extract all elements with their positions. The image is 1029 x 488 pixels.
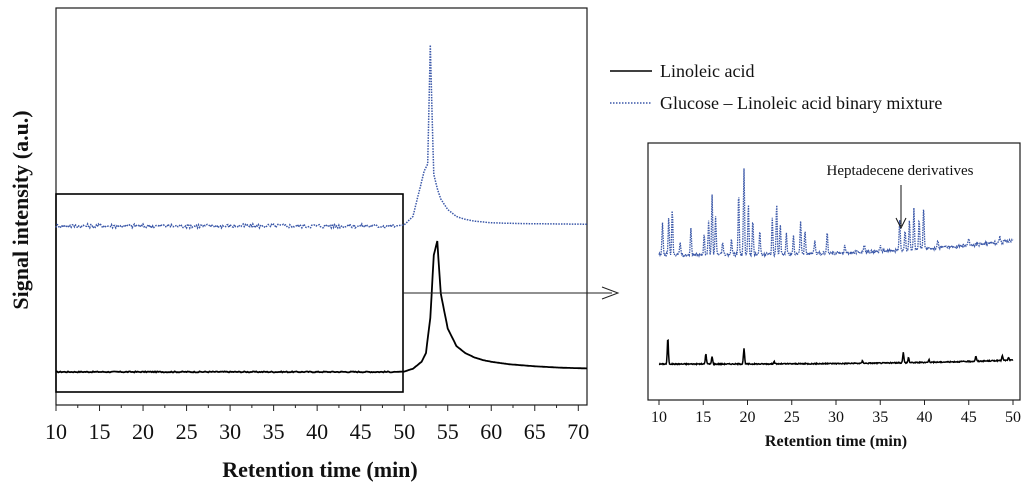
- main-x-tick-label: 65: [524, 419, 546, 444]
- zoom-window-box: [55, 193, 404, 393]
- inset-x-tick-label: 35: [872, 409, 888, 426]
- main-plot-frame: [55, 7, 588, 406]
- annotation-arrow-head: [895, 217, 907, 230]
- inset-x-tick-label: 25: [784, 409, 800, 426]
- inset-series-linoleic: [658, 339, 1014, 367]
- annotation-heptadecene: Heptadecene derivatives: [826, 163, 973, 179]
- main-x-tick-label: 40: [306, 419, 328, 444]
- main-x-tick-label: 25: [176, 419, 198, 444]
- main-series-mixture: [55, 44, 587, 231]
- legend-label-linoleic: Linoleic acid: [660, 61, 754, 81]
- zoom-arrow-head: [601, 286, 620, 300]
- inset-x-tick-label: 15: [695, 409, 711, 426]
- main-x-tick-label: 55: [437, 419, 459, 444]
- main-x-tick-label: 15: [89, 419, 111, 444]
- inset-x-tick-label: 30: [828, 409, 844, 426]
- main-y-axis-title: Signal intensity (a.u.): [8, 110, 33, 309]
- main-x-ticks: 10 15 20 25 30 35 40 45 50 55 60 65 70: [45, 405, 589, 444]
- main-series-group: [55, 44, 587, 374]
- inset-x-axis-title: Retention time (min): [765, 433, 907, 450]
- legend-label-mixture: Glucose – Linoleic acid binary mixture: [660, 93, 942, 113]
- main-x-axis-title: Retention time (min): [222, 457, 418, 482]
- inset-series-mixture: [658, 168, 1014, 259]
- main-x-tick-label: 30: [219, 419, 241, 444]
- legend: Linoleic acid Glucose – Linoleic acid bi…: [610, 61, 942, 113]
- main-x-tick-label: 70: [567, 419, 589, 444]
- main-x-tick-label: 20: [132, 419, 154, 444]
- inset-x-tick-label: 20: [740, 409, 756, 426]
- main-series-linoleic: [56, 240, 587, 374]
- inset-x-tick-label: 40: [917, 409, 933, 426]
- main-x-tick-label: 45: [350, 419, 372, 444]
- inset-x-tick-label: 50: [1005, 409, 1021, 426]
- inset-x-ticks: 10 15 20 25 30 35 40 45 50: [651, 400, 1021, 426]
- main-x-tick-label: 35: [263, 419, 285, 444]
- inset-series-group: [658, 168, 1014, 367]
- main-x-tick-label: 10: [45, 419, 67, 444]
- inset-x-tick-label: 45: [961, 409, 977, 426]
- inset-x-tick-label: 10: [651, 409, 667, 426]
- main-x-tick-label: 50: [393, 419, 415, 444]
- main-x-tick-label: 60: [480, 419, 502, 444]
- inset-plot-frame: [647, 142, 1021, 401]
